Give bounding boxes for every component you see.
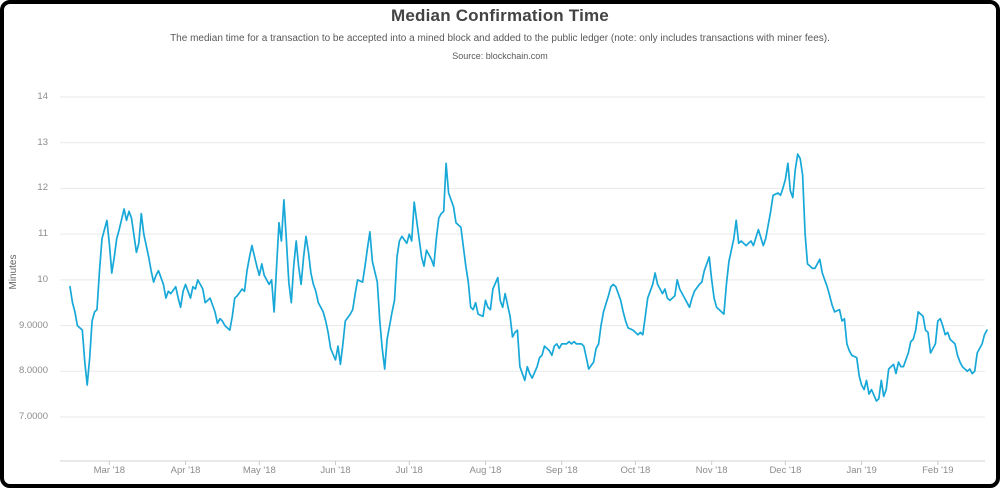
x-axis-tick-label: Mar '18: [93, 465, 126, 476]
median-confirmation-line: [69, 153, 988, 402]
chart-subtitle: The median time for a transaction to be …: [170, 33, 830, 44]
page-title: Median Confirmation Time: [391, 6, 609, 25]
y-axis-tick-label: 11: [38, 228, 48, 240]
x-axis-tick-label: Dec '18: [769, 465, 802, 476]
x-axis-tick-label: Jan '19: [846, 465, 877, 476]
x-axis-tick-label: May '18: [242, 465, 276, 476]
y-axis-tick-label: 10: [37, 273, 48, 285]
chart-source: Source: blockchain.com: [452, 51, 548, 61]
chart-header: Median Confirmation Time The median time…: [0, 6, 1000, 61]
y-axis-tick-label: 12: [37, 182, 48, 194]
x-axis-tick-label: Aug '18: [469, 465, 502, 476]
x-axis-tick-label: Oct '18: [620, 465, 651, 476]
x-axis-tick-label: Apr '18: [170, 465, 201, 476]
x-axis-tick-label: Feb '19: [922, 465, 954, 476]
y-axis-tick-label: 14: [37, 91, 48, 102]
y-axis-tick-label: 8.0000: [18, 365, 48, 377]
x-axis-tick-label: Jun '18: [320, 465, 351, 476]
x-axis-tick-label: Sep '18: [545, 465, 578, 476]
x-axis-tick-label: Nov '18: [695, 465, 728, 476]
x-axis-tick-label: Jul '18: [395, 465, 423, 476]
y-axis-tick-label: 13: [37, 136, 48, 148]
y-axis-tick-label: 9.0000: [18, 319, 48, 331]
y-axis-tick-label: 7.0000: [18, 411, 48, 422]
